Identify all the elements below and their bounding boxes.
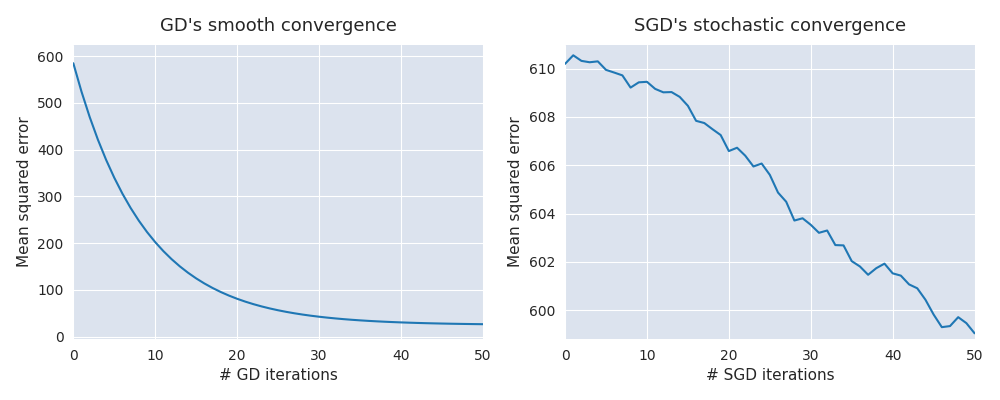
Title: GD's smooth convergence: GD's smooth convergence	[160, 17, 397, 35]
Title: SGD's stochastic convergence: SGD's stochastic convergence	[634, 17, 906, 35]
Y-axis label: Mean squared error: Mean squared error	[17, 116, 32, 267]
X-axis label: # GD iterations: # GD iterations	[219, 368, 338, 383]
Y-axis label: Mean squared error: Mean squared error	[508, 116, 523, 267]
X-axis label: # SGD iterations: # SGD iterations	[706, 368, 834, 383]
